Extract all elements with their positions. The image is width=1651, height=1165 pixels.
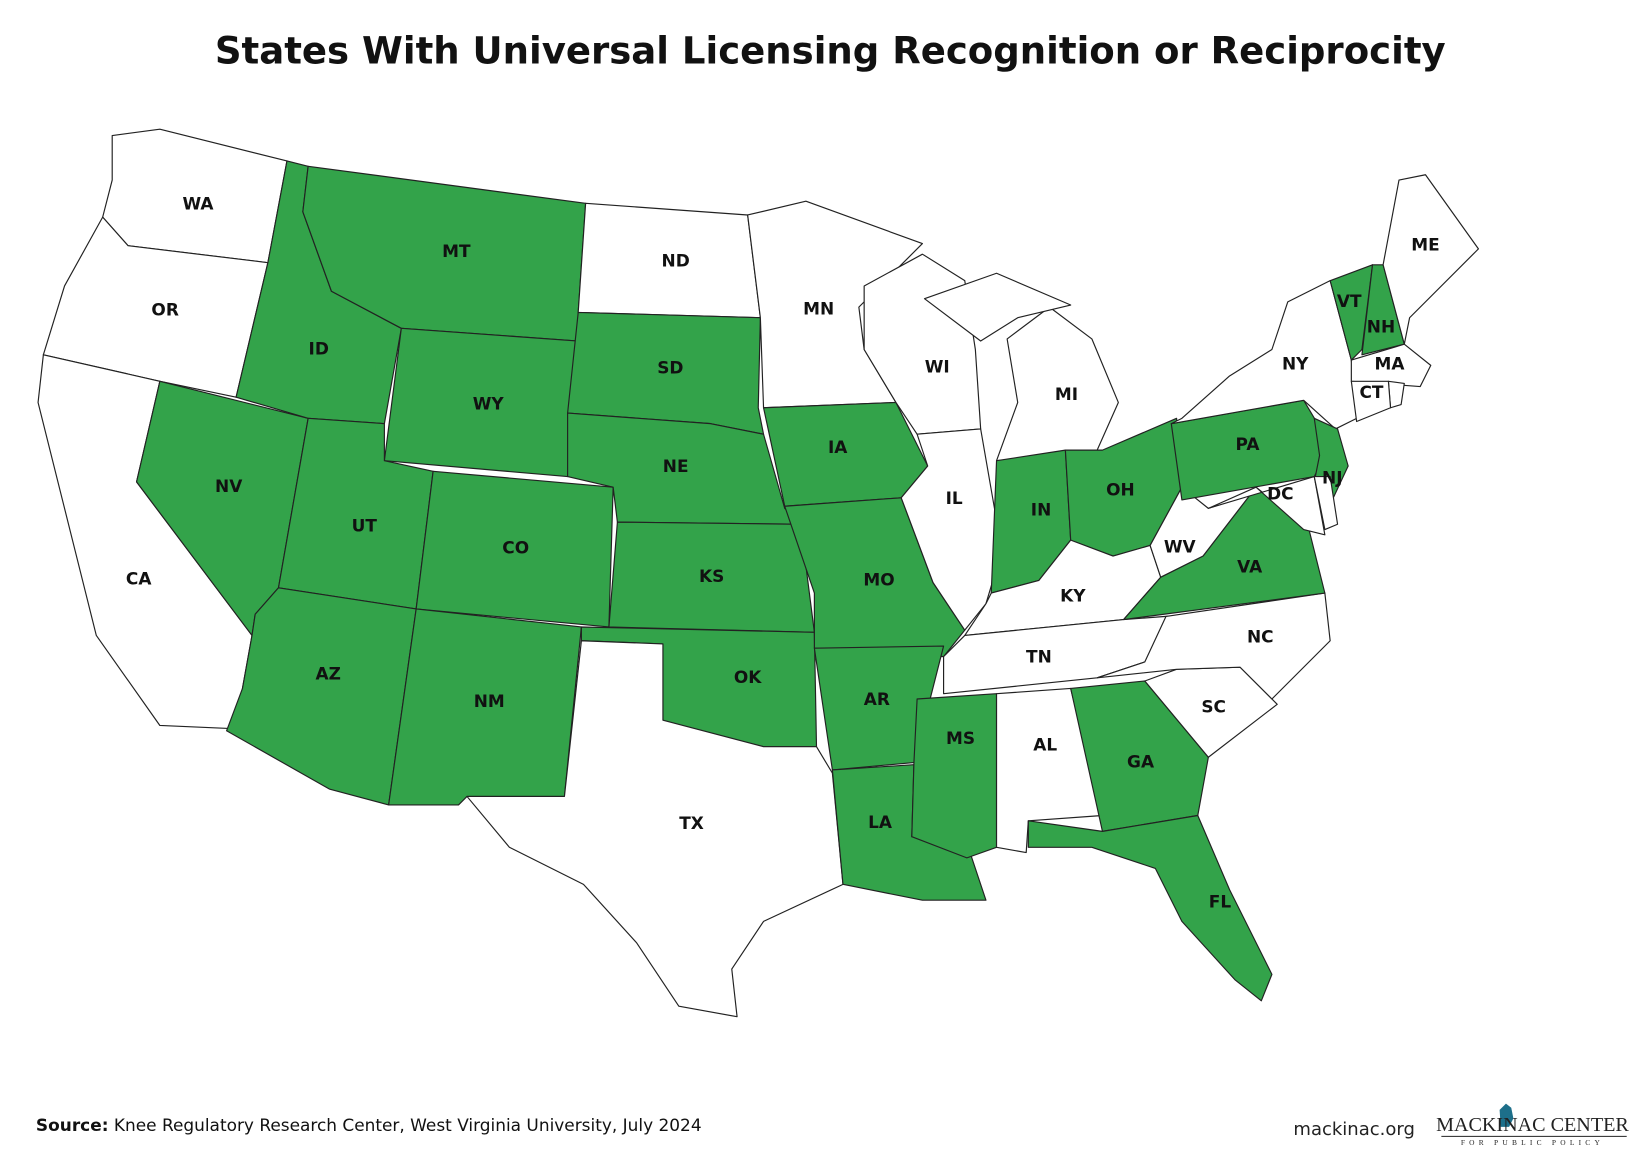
state-label: ND — [662, 251, 690, 271]
state-label: GA — [1127, 752, 1155, 772]
state-label: CA — [126, 568, 152, 588]
state-shape — [1382, 174, 1480, 345]
state-label: TN — [1026, 647, 1052, 667]
state-label: UT — [352, 515, 378, 535]
state-shape — [911, 693, 998, 859]
state-label: WY — [473, 394, 505, 414]
state-label: AR — [864, 689, 890, 709]
state-shape — [1350, 380, 1392, 423]
state-label: CO — [502, 538, 529, 558]
state-label: AZ — [316, 664, 341, 684]
state-label: CT — [1359, 382, 1383, 402]
state-label: NY — [1282, 353, 1309, 373]
source-line: Source: Knee Regulatory Research Center,… — [36, 1115, 702, 1135]
state-label: NC — [1247, 627, 1274, 647]
state-shape — [1329, 264, 1374, 361]
state-shape — [900, 428, 1003, 631]
state-label: MA — [1374, 353, 1405, 373]
state-label: LA — [868, 812, 893, 832]
state-label: VA — [1237, 557, 1263, 577]
state-label: TX — [679, 813, 704, 833]
state-shape — [1170, 280, 1358, 430]
state-label: SD — [657, 358, 683, 378]
state-label: KY — [1060, 585, 1086, 605]
state-shape — [1313, 476, 1339, 531]
state-label: WA — [182, 193, 214, 213]
state-labels: WA OR CA NV ID MT WY UT CO AZ NM ND SD NE KS OK TX MN IA MO… — [126, 193, 1440, 911]
state-label: MS — [946, 728, 975, 748]
state-label: VT — [1337, 291, 1362, 311]
states — [37, 128, 1480, 1018]
state-label: AL — [1033, 735, 1057, 755]
state-label: OH — [1106, 479, 1135, 499]
state-label: MI — [1055, 384, 1078, 404]
state-label: MO — [863, 569, 894, 589]
state-label: ME — [1411, 235, 1439, 255]
state-shape — [995, 306, 1119, 462]
state-shape — [1350, 343, 1432, 388]
state-label: OR — [151, 299, 178, 319]
state-label: WV — [1164, 537, 1197, 557]
state-shape — [923, 272, 1072, 342]
state-label: FL — [1209, 891, 1232, 911]
state-label: NM — [474, 691, 505, 711]
state-label: MN — [803, 298, 834, 318]
state-label: OK — [734, 667, 762, 687]
state-shape — [1070, 680, 1209, 832]
state-label: NJ — [1322, 468, 1342, 488]
state-label: NH — [1367, 316, 1395, 336]
state-label: SC — [1201, 696, 1226, 716]
source-label: Source: — [36, 1115, 109, 1135]
state-label: NE — [663, 456, 689, 476]
site-url: mackinac.org — [1293, 1119, 1414, 1140]
state-shape — [226, 587, 417, 806]
state-label: NV — [215, 476, 243, 496]
state-label: IL — [946, 488, 963, 508]
state-shape — [466, 640, 844, 1018]
state-label: IN — [1031, 499, 1051, 519]
state-label: MT — [442, 241, 471, 261]
state-label: PA — [1236, 434, 1261, 454]
state-label: DC — [1267, 484, 1294, 504]
source-text: Knee Regulatory Research Center, West Vi… — [114, 1115, 702, 1135]
state-shape — [1096, 592, 1331, 700]
state-label: WI — [925, 357, 950, 377]
title: States With Universal Licensing Recognit… — [215, 29, 1446, 72]
state-shape — [1027, 814, 1273, 1002]
logo-name: MACKINAC CENTER — [1436, 1114, 1629, 1136]
logo-icon — [1499, 1103, 1514, 1127]
state-shape — [1207, 476, 1326, 536]
logo-tagline: FOR PUBLIC POLICY — [1461, 1138, 1604, 1147]
state-label: ID — [309, 338, 329, 358]
state-shape — [42, 216, 269, 398]
state-label: IA — [828, 437, 848, 457]
state-label: KS — [699, 566, 724, 586]
